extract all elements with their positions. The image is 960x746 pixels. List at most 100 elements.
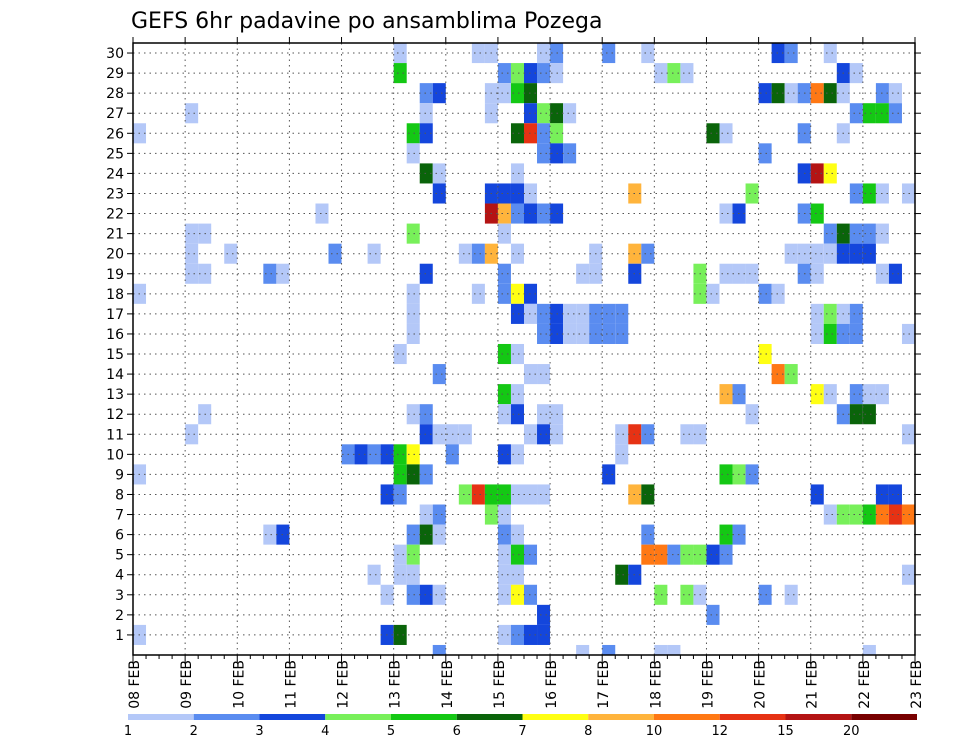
legend-swatch	[522, 714, 589, 720]
precip-cell	[510, 163, 524, 184]
precip-cell	[745, 263, 759, 284]
y-tick-label: 27	[106, 106, 124, 122]
precip-cell	[641, 544, 655, 565]
precip-cell	[862, 384, 876, 405]
precip-cell	[393, 43, 407, 64]
precip-cell	[510, 83, 524, 104]
precip-cell	[524, 624, 538, 645]
legend-swatch	[654, 714, 720, 720]
precip-cell	[862, 103, 876, 124]
precip-cell	[537, 103, 551, 124]
y-tick-label: 19	[106, 267, 124, 283]
precip-cell	[563, 303, 577, 324]
precip-cell	[406, 323, 420, 344]
precip-cell	[849, 243, 863, 264]
chart-title: GEFS 6hr padavine po ansamblima Pozega	[131, 9, 602, 34]
precip-cell	[419, 404, 433, 425]
y-tick-label: 12	[106, 407, 124, 423]
precip-cell	[719, 464, 733, 485]
precip-cell	[849, 63, 863, 84]
precip-cell	[849, 223, 863, 244]
precip-cell	[524, 183, 538, 204]
precip-cell	[719, 544, 733, 565]
y-tick-label: 10	[106, 447, 124, 463]
precip-cell	[888, 263, 902, 284]
precip-cell	[510, 584, 524, 605]
x-tick-label: 23 FEB	[909, 660, 925, 709]
precip-cell	[419, 263, 433, 284]
precip-cell	[510, 203, 524, 224]
precip-cell	[458, 243, 472, 264]
precip-cell	[680, 584, 694, 605]
precip-cell	[432, 183, 446, 204]
precip-cell	[471, 243, 485, 264]
precip-cell	[406, 444, 420, 465]
precip-cell	[510, 444, 524, 465]
legend-swatch	[851, 714, 917, 720]
precip-cell	[419, 464, 433, 485]
y-tick-label: 1	[115, 628, 124, 644]
precip-cell	[849, 303, 863, 324]
precip-cell	[810, 83, 824, 104]
precip-cell	[823, 83, 837, 104]
legend-label: 7	[518, 724, 526, 739]
precip-cell	[419, 103, 433, 124]
precip-cell	[563, 103, 577, 124]
precip-cell	[888, 504, 902, 525]
precip-cell	[810, 263, 824, 284]
legend-label: 4	[321, 724, 329, 739]
legend-label: 2	[190, 724, 198, 739]
precip-cell	[524, 424, 538, 445]
precip-cell	[497, 484, 511, 505]
precip-cell	[497, 183, 511, 204]
precip-cell	[510, 63, 524, 84]
x-tick-label: 16 FEB	[544, 660, 560, 709]
precip-cell	[406, 404, 420, 425]
precip-cell	[888, 83, 902, 104]
precip-cell	[823, 223, 837, 244]
precip-cell	[510, 624, 524, 645]
precip-cell	[823, 303, 837, 324]
precip-cell	[784, 584, 798, 605]
legend-label: 15	[777, 724, 794, 739]
precip-cell	[641, 424, 655, 445]
y-tick-label: 4	[115, 568, 124, 584]
precip-cell	[706, 123, 720, 144]
precip-cell	[641, 484, 655, 505]
precip-cell	[810, 484, 824, 505]
precip-cell	[419, 424, 433, 445]
precip-cell	[393, 564, 407, 585]
precip-cell	[510, 404, 524, 425]
legend-swatch	[785, 714, 852, 720]
precip-cell	[537, 63, 551, 84]
precip-cell	[537, 43, 551, 64]
precip-cell	[537, 604, 551, 625]
legend-swatch	[325, 714, 391, 720]
precip-cell	[406, 223, 420, 244]
precip-cell	[862, 404, 876, 425]
precip-cell	[419, 524, 433, 545]
y-tick-label: 18	[106, 287, 124, 303]
precip-cell	[654, 644, 668, 655]
precip-cell	[862, 183, 876, 204]
precip-cell	[524, 83, 538, 104]
y-tick-label: 9	[115, 467, 124, 483]
precip-cell	[497, 223, 511, 244]
precip-cell	[432, 504, 446, 525]
precip-cell	[406, 283, 420, 304]
x-tick-label: 09 FEB	[179, 660, 195, 709]
precip-cell	[367, 444, 381, 465]
precip-cell	[758, 283, 772, 304]
precip-cell	[497, 444, 511, 465]
precip-cell	[497, 263, 511, 284]
precip-cell	[497, 63, 511, 84]
precip-cell	[185, 243, 199, 264]
precip-cell	[615, 444, 629, 465]
precip-cell	[784, 364, 798, 385]
precip-cell	[810, 303, 824, 324]
precip-cell	[497, 504, 511, 525]
heatmap-cells	[133, 43, 915, 655]
precip-cell	[328, 243, 342, 264]
precip-cell	[771, 43, 785, 64]
precip-cell	[497, 203, 511, 224]
